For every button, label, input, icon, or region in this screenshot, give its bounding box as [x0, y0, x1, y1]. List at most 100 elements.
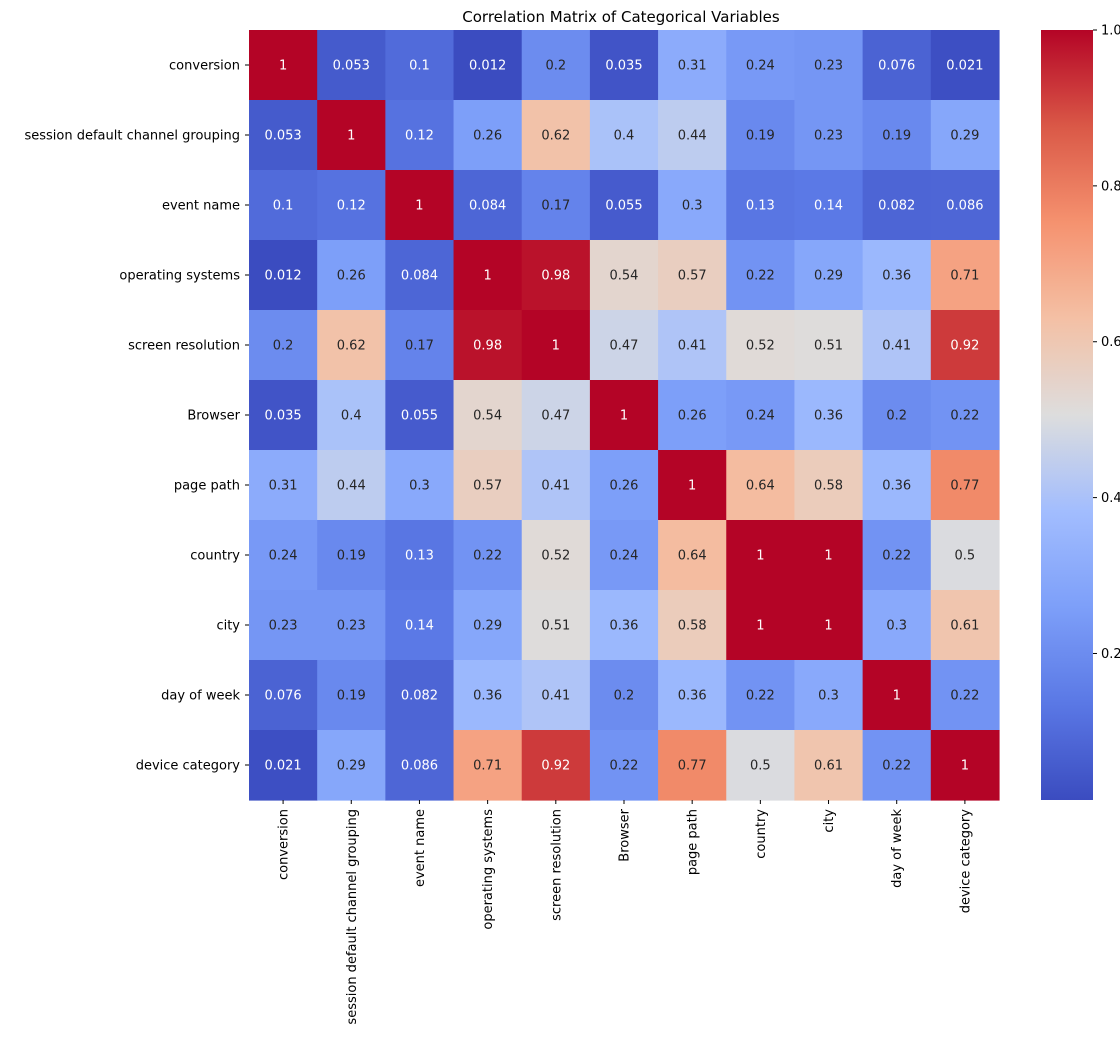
cell-annotation: 0.31 — [678, 59, 707, 74]
cell-annotation: 0.23 — [814, 129, 843, 144]
cell-annotation: 0.64 — [746, 479, 775, 494]
heatmap-cell — [249, 660, 318, 731]
cell-annotation: 0.29 — [950, 129, 979, 144]
cell-annotation: 0.055 — [401, 409, 438, 424]
cell-annotation: 0.5 — [750, 759, 771, 774]
cell-annotation: 0.2 — [614, 689, 635, 704]
x-axis: conversion session default channel groupi… — [277, 800, 973, 1025]
chart-title: Correlation Matrix of Categorical Variab… — [462, 8, 780, 26]
cell-annotation: 0.26 — [678, 409, 707, 424]
cell-annotation: 0.22 — [746, 689, 775, 704]
heatmap-cell — [589, 660, 659, 731]
heatmap-cell — [317, 240, 386, 311]
heatmap-cell — [453, 170, 523, 241]
cell-annotation: 0.29 — [473, 619, 502, 634]
cell-annotation: 0.61 — [950, 619, 979, 634]
heatmap-cell — [862, 380, 932, 451]
heatmap-cell — [249, 380, 318, 451]
cell-annotation: 0.36 — [882, 269, 911, 284]
cell-annotation: 0.012 — [469, 59, 506, 74]
cell-annotation: 0.24 — [610, 549, 639, 564]
heatmap-cell — [589, 520, 659, 591]
cell-annotation: 0.58 — [814, 479, 843, 494]
heatmap-cell — [521, 450, 591, 521]
cell-annotation: 0.055 — [605, 199, 642, 214]
cell-annotation: 0.26 — [473, 129, 502, 144]
cell-annotation: 0.29 — [814, 269, 843, 284]
heatmap-cell — [589, 590, 659, 661]
cell-annotation: 0.61 — [814, 759, 843, 774]
cell-annotation: 0.3 — [818, 689, 839, 704]
cell-annotation: 0.12 — [405, 129, 434, 144]
cell-annotation: 0.92 — [541, 759, 570, 774]
heatmap-cell — [930, 170, 1000, 241]
heatmap-cell — [317, 170, 386, 241]
x-tick-label: Browser — [617, 808, 632, 861]
cell-annotation: 0.71 — [473, 759, 502, 774]
cell-annotation: 1 — [893, 689, 901, 704]
cell-annotation: 0.1 — [409, 59, 430, 74]
heatmap-cell — [589, 380, 659, 451]
heatmap-cell — [862, 450, 932, 521]
heatmap-cell — [521, 730, 591, 801]
heatmap-cell — [453, 520, 523, 591]
y-tick-label: day of week — [161, 689, 240, 704]
cell-annotation: 0.021 — [264, 759, 301, 774]
heatmap-cell — [453, 590, 523, 661]
cell-annotation: 0.36 — [814, 409, 843, 424]
cell-annotation: 1 — [688, 479, 696, 494]
heatmap-cell — [862, 240, 932, 311]
heatmap-cell — [589, 240, 659, 311]
cell-annotation: 0.52 — [541, 549, 570, 564]
heatmap-cell — [589, 310, 659, 381]
cell-annotation: 0.021 — [946, 59, 983, 74]
cell-annotation: 0.22 — [882, 759, 911, 774]
cell-annotation: 0.44 — [678, 129, 707, 144]
x-tick-label: event name — [413, 809, 428, 887]
cell-annotation: 0.57 — [473, 479, 502, 494]
heatmap-cell — [726, 310, 796, 381]
cell-annotation: 1 — [824, 619, 832, 634]
cell-annotation: 0.57 — [678, 269, 707, 284]
cell-annotation: 0.17 — [541, 199, 570, 214]
cell-annotation: 0.076 — [878, 59, 915, 74]
cell-annotation: 0.98 — [541, 269, 570, 284]
heatmap-cell — [453, 730, 523, 801]
cell-annotation: 0.52 — [746, 339, 775, 354]
heatmap-cell — [658, 310, 727, 381]
x-tick-label: device category — [958, 809, 973, 914]
cell-annotation: 0.98 — [473, 339, 502, 354]
cell-annotation: 0.3 — [886, 619, 907, 634]
heatmap-cell — [794, 730, 864, 801]
heatmap-cell — [658, 450, 727, 521]
colorbar-tick-label: 0.6 — [1101, 335, 1120, 350]
y-tick-label: city — [216, 619, 240, 634]
heatmap-cell — [385, 310, 455, 381]
heatmap-cell — [726, 240, 796, 311]
y-axis: conversion session default channel groupi… — [24, 59, 249, 774]
cell-annotation: 0.3 — [682, 199, 703, 214]
heatmap-cell — [521, 520, 591, 591]
cell-annotation: 0.3 — [409, 479, 430, 494]
cell-annotation: 1 — [552, 339, 560, 354]
cell-annotation: 0.44 — [337, 479, 366, 494]
cell-annotation: 0.22 — [473, 549, 502, 564]
cell-annotation: 0.19 — [882, 129, 911, 144]
cell-annotation: 0.62 — [337, 339, 366, 354]
cell-annotation: 0.31 — [269, 479, 298, 494]
heatmap-cell — [930, 310, 1000, 381]
cell-annotation: 0.17 — [405, 339, 434, 354]
cell-annotation: 0.36 — [473, 689, 502, 704]
heatmap-cells — [249, 30, 1000, 801]
heatmap-cell — [521, 30, 591, 101]
heatmap-cell — [589, 30, 659, 101]
heatmap-cell — [930, 240, 1000, 311]
heatmap-cell — [453, 310, 523, 381]
colorbar-tick-label: 1.0 — [1101, 24, 1120, 39]
cell-annotation: 1 — [279, 59, 287, 74]
heatmap-cell — [317, 380, 386, 451]
cell-annotation: 0.2 — [886, 409, 907, 424]
cell-annotation: 0.082 — [878, 199, 915, 214]
cell-annotation: 0.14 — [814, 199, 843, 214]
y-tick-label: session default channel grouping — [24, 129, 240, 144]
